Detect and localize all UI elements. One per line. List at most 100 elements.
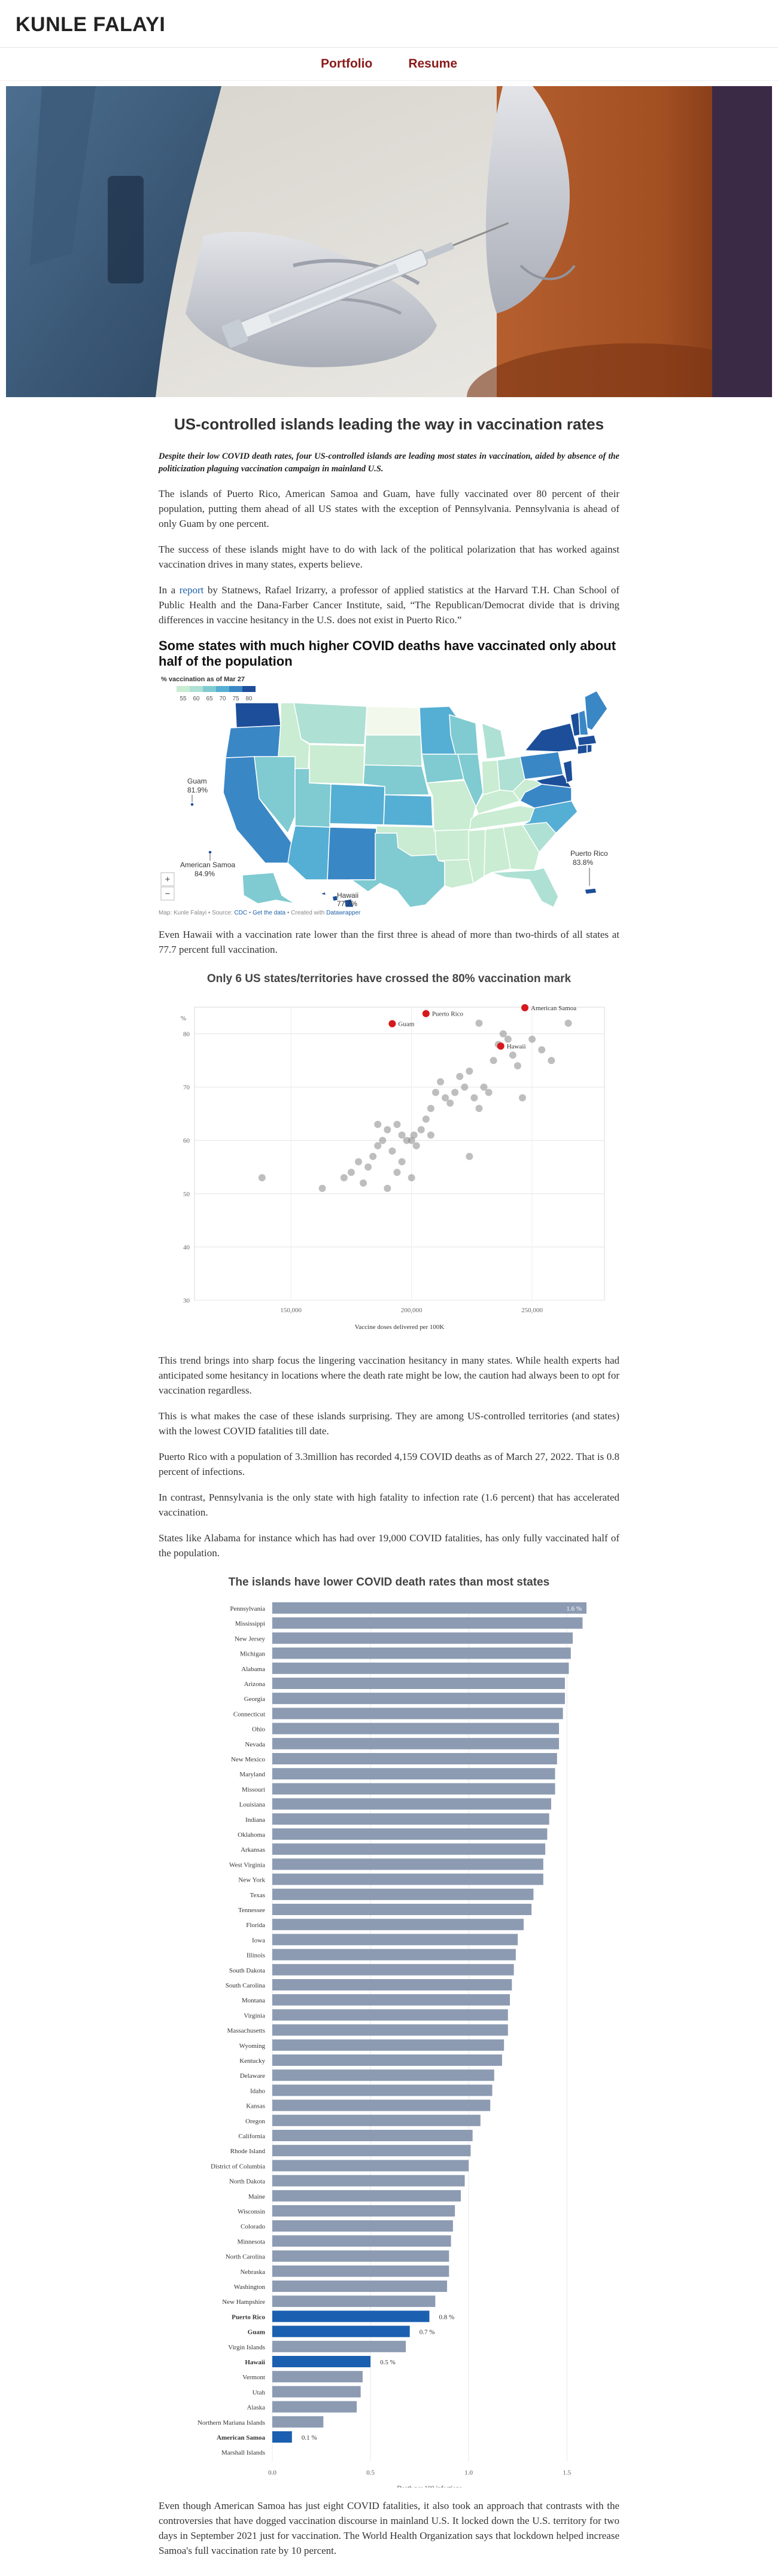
bar[interactable] <box>272 2024 508 2036</box>
scatter-point[interactable] <box>499 1030 507 1038</box>
scatter-point[interactable] <box>509 1051 516 1059</box>
scatter-point[interactable] <box>364 1163 372 1171</box>
bar[interactable] <box>272 2175 465 2187</box>
state-wyoming[interactable] <box>309 744 365 785</box>
scatter-point[interactable] <box>398 1131 406 1139</box>
bar[interactable] <box>272 1828 548 1840</box>
bar[interactable] <box>272 2145 471 2157</box>
get-data-link[interactable]: Get the data <box>253 910 286 916</box>
scatter-point[interactable] <box>475 1105 483 1112</box>
scatter-point[interactable] <box>480 1083 488 1091</box>
scatter-point[interactable] <box>538 1046 546 1054</box>
bar[interactable] <box>272 1768 555 1780</box>
scatter-point[interactable] <box>475 1019 483 1027</box>
zoom-in-button[interactable] <box>160 872 175 886</box>
nav-portfolio-link[interactable]: Portfolio <box>320 57 373 71</box>
bar[interactable] <box>272 1934 518 1946</box>
bar[interactable] <box>272 1964 514 1976</box>
scatter-point[interactable] <box>410 1131 418 1139</box>
scatter-point[interactable] <box>384 1126 391 1133</box>
bar[interactable] <box>272 2325 410 2337</box>
scatter-point[interactable] <box>451 1089 459 1096</box>
state-illinois[interactable] <box>457 754 484 808</box>
bar[interactable] <box>272 2265 449 2277</box>
bar[interactable] <box>272 2431 292 2443</box>
nav-resume-link[interactable]: Resume <box>408 57 458 71</box>
bar[interactable] <box>272 1873 543 1885</box>
state-connecticut[interactable] <box>577 744 588 755</box>
state-oregon[interactable] <box>225 725 281 758</box>
scatter-point[interactable] <box>513 1062 521 1069</box>
scatter-point[interactable] <box>384 1184 391 1192</box>
scatter-point[interactable] <box>422 1115 430 1123</box>
state-new-mexico[interactable] <box>327 827 377 880</box>
scatter-point[interactable] <box>456 1072 464 1080</box>
scatter-point[interactable] <box>360 1179 367 1187</box>
bar[interactable] <box>272 1858 543 1870</box>
state-maryland[interactable] <box>534 774 573 788</box>
state-mississippi[interactable] <box>468 829 486 885</box>
state-michigan[interactable] <box>481 722 506 760</box>
state-texas[interactable] <box>350 833 445 908</box>
scatter-point[interactable] <box>393 1121 401 1128</box>
source-link[interactable]: CDC <box>234 910 248 916</box>
state-iowa[interactable] <box>421 754 464 784</box>
scatter-point[interactable] <box>437 1078 444 1086</box>
scatter-point[interactable] <box>374 1121 382 1128</box>
scatter-point[interactable] <box>427 1131 434 1139</box>
zoom-out-button[interactable] <box>160 886 175 901</box>
bar[interactable] <box>272 2160 469 2172</box>
bar[interactable] <box>272 1843 546 1855</box>
scatter-point[interactable] <box>446 1099 454 1107</box>
bar[interactable] <box>272 1994 510 2006</box>
bar[interactable] <box>272 1723 560 1734</box>
state-new-hampshire[interactable] <box>578 709 589 736</box>
bar[interactable] <box>272 2416 324 2428</box>
bar[interactable] <box>272 2310 430 2322</box>
bar[interactable] <box>272 1949 516 1961</box>
state-montana[interactable] <box>293 702 367 745</box>
scatter-point[interactable] <box>564 1019 572 1027</box>
bar[interactable] <box>272 1632 573 1644</box>
bar[interactable] <box>272 2235 451 2247</box>
bar[interactable] <box>272 2069 494 2081</box>
scatter-point[interactable] <box>340 1174 348 1182</box>
state-wisconsin[interactable] <box>449 714 479 755</box>
scatter-point[interactable] <box>374 1142 382 1150</box>
state-rhode-island[interactable] <box>586 744 592 754</box>
scatter-point[interactable] <box>548 1057 555 1065</box>
highlight-point[interactable] <box>388 1020 396 1028</box>
bar[interactable] <box>272 2130 473 2141</box>
bar[interactable] <box>272 1888 534 1900</box>
bar[interactable] <box>272 1708 563 1720</box>
bar[interactable] <box>272 1753 557 1764</box>
scatter-point[interactable] <box>379 1136 387 1144</box>
bar[interactable] <box>272 2190 461 2202</box>
state-massachusetts[interactable] <box>577 734 597 746</box>
scatter-point[interactable] <box>355 1158 362 1166</box>
scatter-point[interactable] <box>318 1184 326 1192</box>
scatter-point[interactable] <box>412 1142 420 1150</box>
bar[interactable] <box>272 1678 565 1689</box>
bar[interactable] <box>272 1617 583 1629</box>
bar[interactable] <box>272 2099 491 2111</box>
bar[interactable] <box>272 2054 502 2066</box>
bar[interactable] <box>272 1693 565 1705</box>
state-north-dakota[interactable] <box>365 706 421 736</box>
bar[interactable] <box>272 2281 448 2292</box>
scatter-point[interactable] <box>417 1126 425 1133</box>
bar[interactable] <box>272 1919 524 1931</box>
state-arkansas[interactable] <box>434 829 472 861</box>
state-florida[interactable] <box>491 867 559 909</box>
scatter-point[interactable] <box>490 1057 497 1065</box>
bar[interactable] <box>272 1647 571 1659</box>
state-indiana[interactable] <box>481 760 500 795</box>
bar[interactable] <box>272 1783 555 1795</box>
datawrapper-link[interactable]: Datawrapper <box>326 910 361 916</box>
bar[interactable] <box>272 2250 449 2262</box>
zoom-in-label[interactable]: + <box>165 874 171 885</box>
state-south-dakota[interactable] <box>364 734 423 767</box>
highlight-point[interactable] <box>521 1004 529 1011</box>
scatter-point[interactable] <box>442 1094 449 1102</box>
scatter-point[interactable] <box>470 1094 478 1102</box>
